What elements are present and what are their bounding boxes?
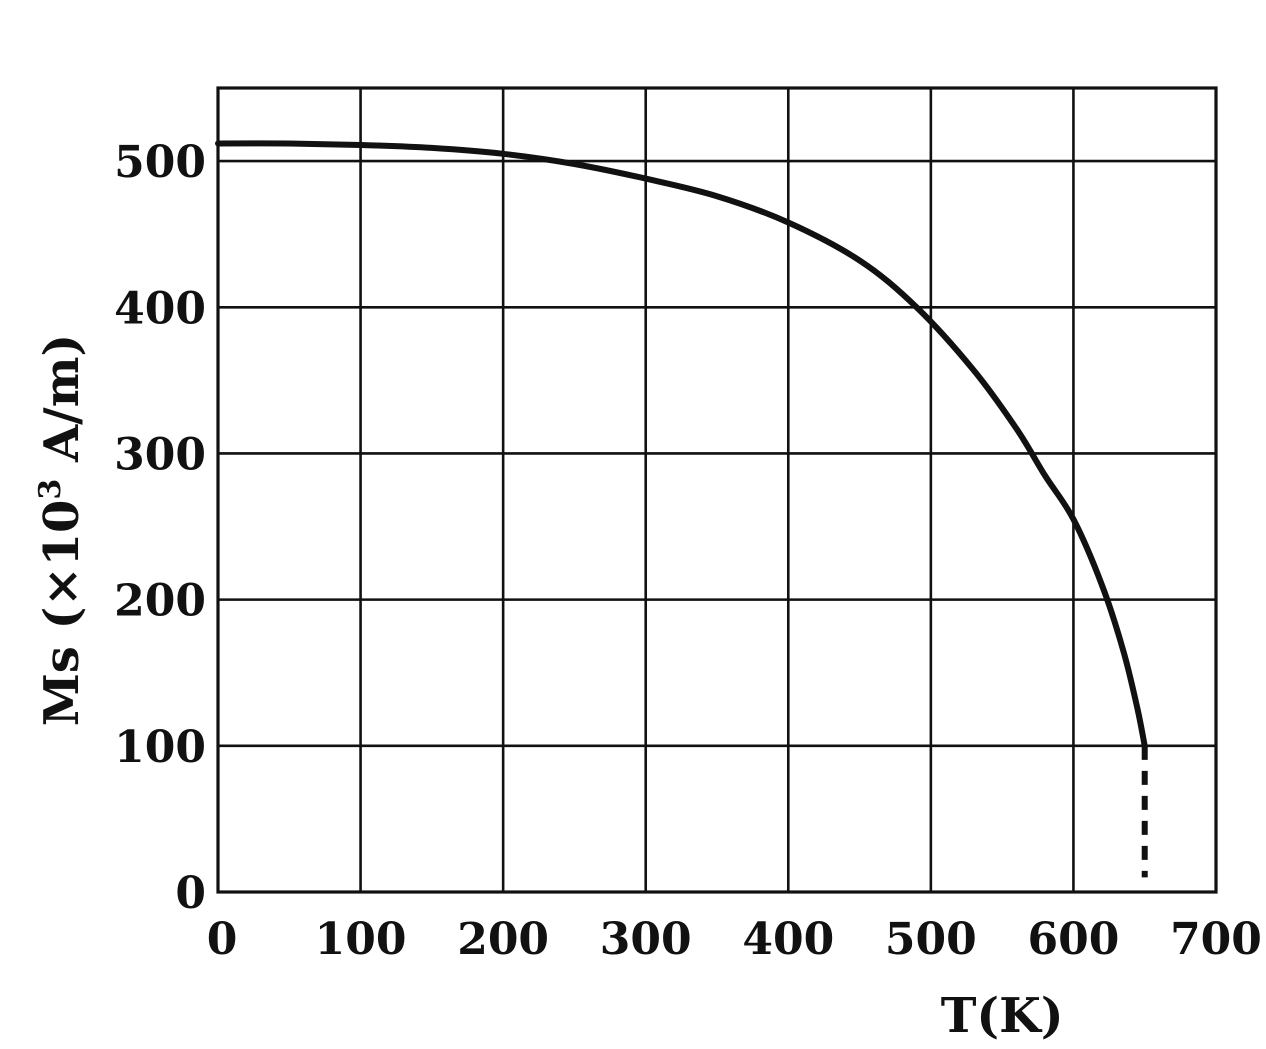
data-series [215,140,1148,878]
y-axis-title: Ms (×103 A/m) [33,334,90,726]
x-tick-label: 500 [885,914,977,965]
y-axis-title-superscript: 3 [33,479,68,500]
series-ms-curve [215,140,1148,749]
x-tick-label: 700 [1170,914,1262,965]
x-tick-label: 600 [1027,914,1119,965]
x-axis-tick-labels: 0 100 200 300 400 500 600 700 [207,914,1262,965]
y-tick-label: 500 [114,137,206,188]
plot-frame [216,86,1218,894]
y-axis-title-tail: A/m) [34,334,90,479]
x-tick-label: 0 [207,914,238,965]
y-axis-title-main: Ms (×10 [34,500,90,727]
y-tick-label: 400 [114,283,206,334]
x-tick-label: 400 [742,914,834,965]
x-tick-label: 200 [457,914,549,965]
y-axis-tick-labels: 0 100 200 300 400 500 [114,137,206,919]
y-tick-label: 200 [114,576,206,627]
y-tick-label: 0 [175,868,206,919]
x-tick-label: 100 [315,914,407,965]
x-axis-title: T(K) [941,988,1064,1044]
y-tick-label: 300 [114,429,206,480]
grid-lines [216,88,1218,894]
x-tick-label: 300 [600,914,692,965]
y-tick-label: 100 [114,722,206,773]
